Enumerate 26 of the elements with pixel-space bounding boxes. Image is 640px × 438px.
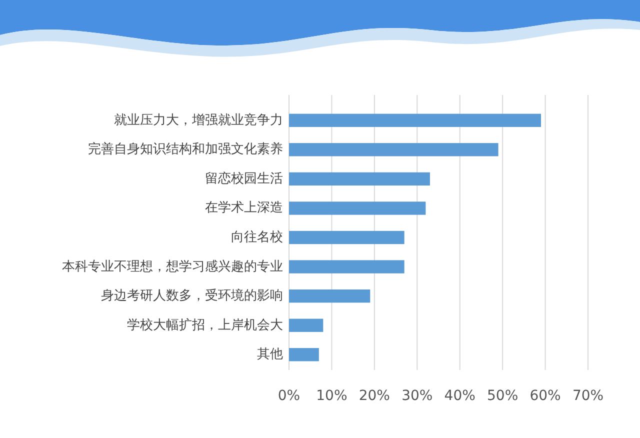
- x-tick-label: 0%: [278, 388, 300, 404]
- x-tick-label: 20%: [358, 388, 390, 404]
- x-tick-label: 70%: [572, 388, 604, 404]
- bar: [289, 230, 404, 244]
- bar: [289, 202, 426, 215]
- y-tick-label: 在学术上深造: [205, 200, 283, 216]
- y-tick-label: 身边考研人数多，受环境的影响: [101, 288, 283, 304]
- x-tick-label: 40%: [444, 388, 476, 404]
- y-tick-label: 其他: [257, 347, 283, 362]
- bar: [289, 114, 542, 127]
- y-tick-label: 就业压力大，增强就业竞争力: [114, 112, 283, 128]
- y-tick-label: 向往名校: [231, 230, 283, 245]
- y-tick-label: 完善自身知识结构和加强文化素养: [88, 141, 283, 158]
- bar: [289, 348, 319, 362]
- bar: [289, 318, 324, 332]
- bar: [289, 143, 498, 156]
- y-tick-label: 留恋校园生活: [205, 170, 283, 186]
- x-tick-label: 50%: [487, 388, 518, 404]
- bar: [289, 172, 430, 186]
- y-tick-label: 本科专业不理想，想学习感兴趣的专业: [62, 259, 283, 274]
- bar: [289, 260, 404, 274]
- x-tick-label: 10%: [316, 388, 348, 404]
- y-tick-label: 学校大幅扩招，上岸机会大: [127, 318, 283, 333]
- x-tick-label: 60%: [530, 388, 561, 404]
- bar: [289, 289, 370, 303]
- x-tick-label: 30%: [402, 388, 433, 404]
